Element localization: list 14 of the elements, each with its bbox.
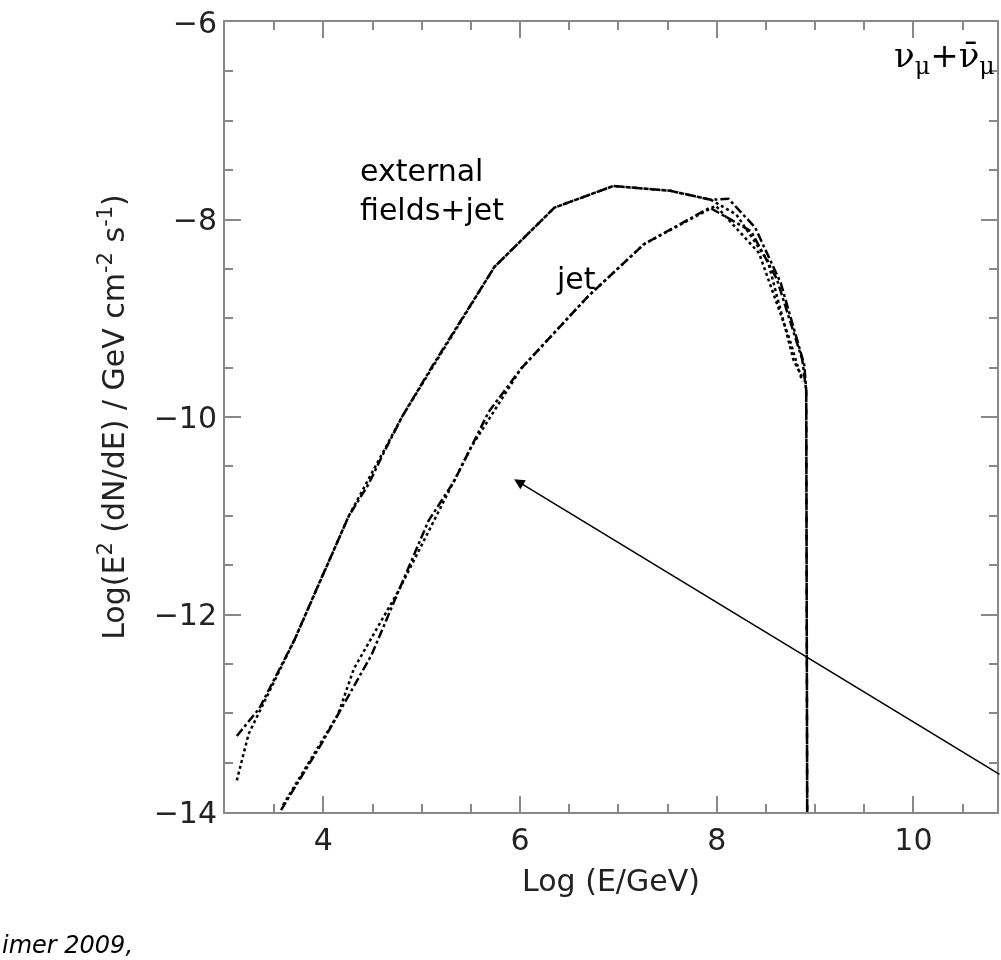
x-tick-label: 10 [894,822,933,857]
y-tick-label: −10 [153,399,217,435]
annotation: ν$_{μ}$+ν̄$_{μ}$ [894,35,995,81]
x-tick-label: 4 [313,822,333,857]
y-tick-label: −14 [153,794,217,830]
y-tick-label: −8 [172,202,217,237]
y-tick-label: −12 [153,597,217,632]
y-tick-label: −6 [172,4,217,40]
text: imer 2009, [2,931,134,959]
series-label: jet [556,261,596,296]
series-label: external fields+jet [360,153,505,227]
x-tick-label: 8 [707,822,727,857]
x-axis-title: Log (E/GeV) [522,863,700,898]
x-tick-label: 6 [510,822,530,857]
